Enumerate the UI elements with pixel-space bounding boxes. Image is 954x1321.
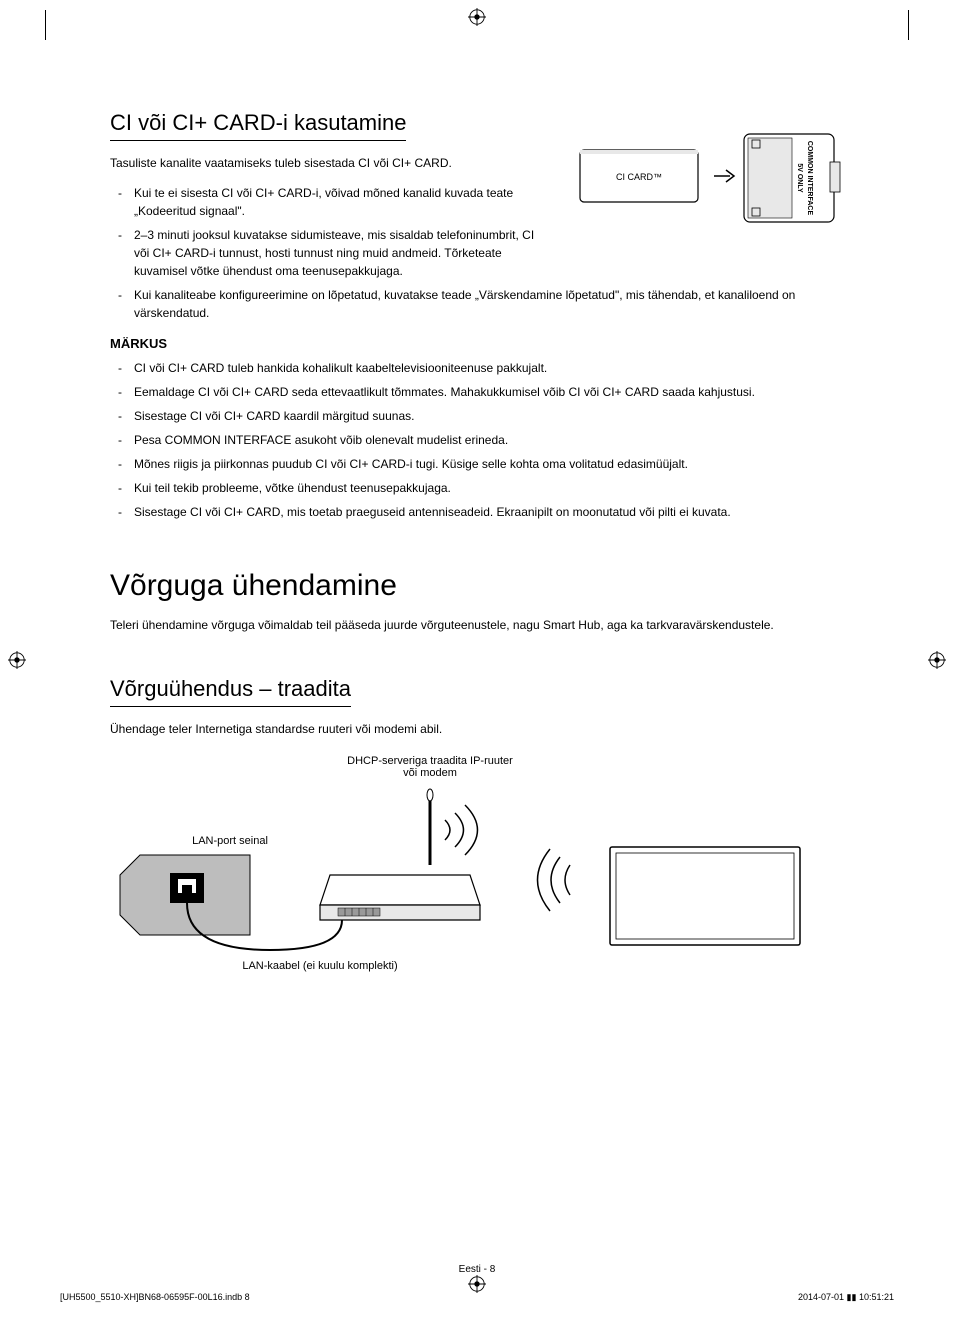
ci-card-diagram: CI CARD™ COMMON INTERFACE 5V ONLY bbox=[572, 122, 842, 232]
list-item: Kui te ei sisesta CI või CI+ CARD-i, või… bbox=[110, 184, 540, 220]
section2-intro: Teleri ühendamine võrguga võimaldab teil… bbox=[110, 617, 842, 634]
registration-mark-icon bbox=[8, 651, 26, 669]
section2-sub-intro: Ühendage teler Internetiga standardse ru… bbox=[110, 721, 842, 738]
page-content: CI või CI+ CARD-i kasutamine CI CARD™ CO… bbox=[110, 110, 842, 985]
wifi-in-icon bbox=[538, 849, 571, 911]
note-heading: MÄRKUS bbox=[110, 336, 842, 351]
router-icon bbox=[320, 789, 480, 920]
list-item: CI või CI+ CARD tuleb hankida kohalikult… bbox=[110, 359, 842, 377]
router-label-2: või modem bbox=[403, 767, 457, 779]
list-item: 2–3 minuti jooksul kuvatakse sidumisteav… bbox=[110, 226, 540, 280]
list-item: Sisestage CI või CI+ CARD, mis toetab pr… bbox=[110, 503, 842, 521]
list-item: Eemaldage CI või CI+ CARD seda ettevaatl… bbox=[110, 383, 842, 401]
print-file: [UH5500_5510-XH]BN68-06595F-00L16.indb 8 bbox=[60, 1292, 250, 1303]
lan-port-icon bbox=[120, 855, 250, 935]
list-item: Sisestage CI või CI+ CARD kaardil märgit… bbox=[110, 407, 842, 425]
section-title-ci-card: CI või CI+ CARD-i kasutamine bbox=[110, 110, 406, 141]
lan-port-label: LAN-port seinal bbox=[170, 835, 290, 847]
svg-text:5V ONLY: 5V ONLY bbox=[796, 163, 803, 193]
print-time: 2014-07-01 ▮▮ 10:51:21 bbox=[798, 1292, 894, 1303]
wifi-out-icon bbox=[445, 805, 478, 855]
lan-cable-label: LAN-kaabel (ei kuulu komplekti) bbox=[220, 960, 420, 972]
network-diagram: DHCP-serveriga traadita IP-ruuter või mo… bbox=[110, 755, 810, 985]
ci-card-label: CI CARD™ bbox=[616, 172, 662, 182]
registration-mark-icon bbox=[468, 8, 486, 26]
section1-list-wide: Kui kanaliteabe konfigureerimine on lõpe… bbox=[110, 286, 842, 322]
crop-mark bbox=[45, 10, 46, 40]
svg-text:COMMON INTERFACE: COMMON INTERFACE bbox=[806, 141, 813, 216]
list-item: Kui kanaliteabe konfigureerimine on lõpe… bbox=[110, 286, 842, 322]
print-line: [UH5500_5510-XH]BN68-06595F-00L16.indb 8… bbox=[60, 1292, 894, 1303]
section1-list: Kui te ei sisesta CI või CI+ CARD-i, või… bbox=[110, 184, 540, 280]
section-title-wireless: Võrguühendus – traadita bbox=[110, 676, 351, 707]
list-item: Mõnes riigis ja piirkonnas puudub CI või… bbox=[110, 455, 842, 473]
main-title: Võrguga ühendamine bbox=[110, 569, 842, 603]
note-list: CI või CI+ CARD tuleb hankida kohalikult… bbox=[110, 359, 842, 521]
tv-icon bbox=[610, 847, 800, 945]
list-item: Kui teil tekib probleeme, võtke ühendust… bbox=[110, 479, 842, 497]
list-item: Pesa COMMON INTERFACE asukoht võib olene… bbox=[110, 431, 842, 449]
router-label-1: DHCP-serveriga traadita IP-ruuter bbox=[347, 755, 513, 767]
crop-mark bbox=[908, 10, 909, 40]
registration-mark-icon bbox=[928, 651, 946, 669]
registration-mark-icon bbox=[468, 1275, 486, 1293]
page-footer: Eesti - 8 bbox=[0, 1264, 954, 1275]
